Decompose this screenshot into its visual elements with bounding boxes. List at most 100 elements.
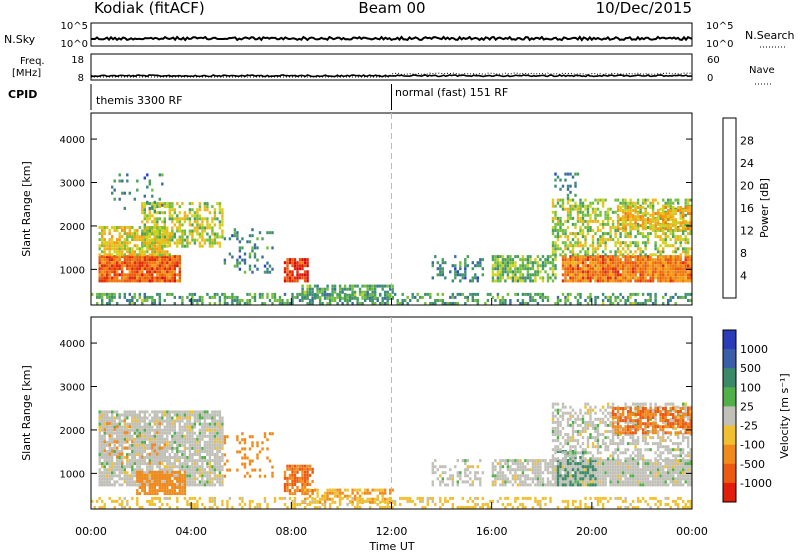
- velocity-cell: [193, 462, 197, 466]
- velocity-cell: [369, 500, 372, 504]
- power-cell: [201, 220, 204, 224]
- velocity-cell: [143, 413, 146, 417]
- power-cell: [601, 276, 605, 280]
- velocity-cell: [316, 488, 319, 492]
- power-cell: [106, 302, 109, 305]
- velocity-cell: [126, 413, 129, 417]
- velocity-cell: [166, 489, 169, 493]
- power-cell: [146, 279, 149, 283]
- velocity-cell: [188, 459, 192, 463]
- velocity-cell: [103, 506, 106, 509]
- power-cell: [604, 270, 607, 274]
- power-cell: [464, 258, 467, 262]
- power-cell: [541, 276, 545, 280]
- velocity-cell: [213, 440, 217, 444]
- power-cell: [121, 191, 124, 195]
- nsearch-tick-top: 10^5: [706, 21, 733, 32]
- velocity-cell: [176, 446, 179, 450]
- velocity-cell: [283, 496, 287, 500]
- power-cell: [656, 209, 660, 212]
- power-cell: [123, 238, 126, 242]
- velocity-cell: [103, 440, 106, 444]
- power-cell: [183, 229, 187, 233]
- power-cell: [579, 261, 582, 265]
- velocity-cell: [161, 476, 164, 480]
- power-cell: [369, 292, 372, 296]
- velocity-cell: [176, 474, 179, 478]
- power-cell: [499, 299, 502, 302]
- power-cell: [306, 264, 309, 268]
- velocity-cell: [103, 459, 106, 463]
- velocity-cell: [123, 437, 126, 441]
- power-y-tick-label: 3000: [60, 179, 85, 190]
- power-cell: [667, 215, 670, 219]
- power-cell: [106, 261, 109, 265]
- velocity-cell: [98, 496, 101, 500]
- power-cell: [128, 276, 131, 280]
- velocity-cell: [173, 456, 176, 459]
- power-cell: [641, 292, 645, 296]
- power-cell: [496, 264, 500, 268]
- velocity-cell: [311, 467, 314, 471]
- power-cell: [113, 255, 116, 259]
- power-cell: [133, 258, 136, 262]
- velocity-cell: [198, 446, 202, 450]
- power-cell: [501, 258, 505, 262]
- power-cell: [679, 267, 682, 271]
- power-cell: [113, 244, 116, 248]
- velocity-cell: [176, 440, 179, 444]
- power-cell: [116, 270, 119, 274]
- velocity-cell: [506, 465, 510, 469]
- power-cell: [151, 205, 154, 209]
- power-cell: [496, 279, 500, 283]
- power-cell: [639, 210, 642, 214]
- power-cell: [161, 220, 164, 224]
- velocity-cell: [649, 496, 652, 500]
- velocity-cell: [196, 419, 199, 423]
- velocity-cell: [491, 462, 495, 466]
- power-cell: [298, 276, 302, 280]
- velocity-cell: [213, 496, 217, 500]
- velocity-cell: [136, 419, 139, 423]
- power-cell: [499, 302, 502, 305]
- velocity-cell: [211, 480, 214, 484]
- velocity-cell: [156, 470, 159, 474]
- power-cell: [667, 235, 670, 239]
- power-cell: [168, 253, 171, 257]
- power-cell: [586, 302, 590, 305]
- power-cell: [664, 235, 667, 239]
- power-cell: [674, 273, 677, 277]
- velocity-cell: [191, 496, 194, 500]
- power-cell: [629, 209, 632, 212]
- velocity-cell: [163, 471, 166, 475]
- power-cell: [331, 295, 334, 299]
- velocity-cell: [176, 499, 179, 503]
- power-cell: [662, 295, 665, 299]
- velocity-cell: [191, 477, 194, 481]
- power-cell: [456, 270, 459, 274]
- power-cell: [639, 215, 642, 219]
- power-cell: [454, 255, 457, 259]
- power-cell: [586, 222, 590, 226]
- velocity-cell: [138, 422, 141, 426]
- power-cell: [166, 258, 169, 262]
- power-cell: [496, 295, 500, 299]
- power-cell: [361, 292, 364, 296]
- velocity-cell: [121, 483, 124, 487]
- velocity-cell: [278, 496, 282, 500]
- velocity-cell: [158, 422, 161, 426]
- power-cell: [569, 279, 572, 283]
- power-cell: [118, 232, 121, 236]
- power-cell: [346, 293, 349, 297]
- velocity-cell: [148, 479, 151, 483]
- velocity-cell: [441, 480, 444, 484]
- power-cell: [656, 212, 660, 216]
- power-cell: [674, 261, 677, 265]
- velocity-cell: [166, 468, 169, 472]
- power-cell: [161, 241, 164, 245]
- power-cell: [101, 267, 104, 271]
- velocity-cell: [151, 503, 154, 506]
- velocity-cell: [158, 465, 161, 469]
- velocity-cell: [168, 413, 171, 417]
- power-cell: [687, 264, 690, 268]
